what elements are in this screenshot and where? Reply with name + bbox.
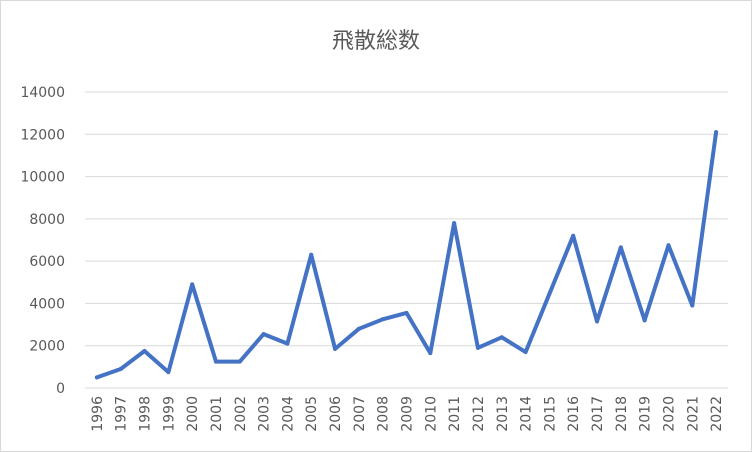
x-tick-label: 2016 xyxy=(566,396,582,432)
y-tick-label: 2000 xyxy=(29,339,65,355)
x-tick-label: 2008 xyxy=(376,396,392,432)
data-point xyxy=(595,319,600,324)
x-tick-label: 2007 xyxy=(352,396,368,432)
data-point xyxy=(523,350,528,355)
series-layer xyxy=(94,130,719,380)
x-tick-label: 2011 xyxy=(447,396,463,432)
y-tick-label: 6000 xyxy=(29,254,65,270)
data-point xyxy=(452,221,457,226)
data-point xyxy=(547,291,552,296)
x-tick-label: 2019 xyxy=(638,396,654,432)
x-tick-label: 2020 xyxy=(661,396,677,432)
data-point xyxy=(404,310,409,315)
x-tick-label: 2018 xyxy=(614,396,630,432)
x-tick-label: 2017 xyxy=(590,396,606,432)
data-point xyxy=(642,318,647,323)
x-tick-label: 2004 xyxy=(280,396,296,432)
data-point xyxy=(356,326,361,331)
y-tick-label: 0 xyxy=(56,381,65,397)
series-line xyxy=(94,130,719,380)
x-tick-label: 2000 xyxy=(185,396,201,432)
x-tick-label: 2015 xyxy=(542,396,558,432)
x-tick-label: 2022 xyxy=(709,396,725,432)
data-point xyxy=(118,366,123,371)
gridlines xyxy=(85,91,728,389)
data-point xyxy=(285,341,290,346)
x-tick-label: 2005 xyxy=(304,396,320,432)
y-tick-label: 4000 xyxy=(29,296,65,312)
x-tick-label: 1996 xyxy=(90,396,106,432)
x-tick-label: 1998 xyxy=(138,396,154,432)
data-point xyxy=(666,243,671,248)
x-tick-label: 2002 xyxy=(233,396,249,432)
x-tick-label: 2010 xyxy=(423,396,439,432)
data-point xyxy=(166,370,171,375)
data-point xyxy=(428,351,433,356)
data-point xyxy=(237,359,242,364)
y-tick-label: 10000 xyxy=(20,170,65,186)
chart-title: 飛散総数 xyxy=(331,29,420,54)
y-tick-label: 8000 xyxy=(29,212,65,228)
data-point xyxy=(571,233,576,238)
data-point xyxy=(499,335,504,340)
x-tick-label: 2003 xyxy=(257,396,273,432)
data-point xyxy=(380,317,385,322)
data-point xyxy=(261,332,266,337)
data-point xyxy=(309,252,314,257)
data-point xyxy=(190,282,195,287)
x-tick-label: 2014 xyxy=(519,396,535,432)
x-tick-label: 2021 xyxy=(685,396,701,432)
x-tick-label: 2001 xyxy=(209,396,225,432)
y-tick-label: 14000 xyxy=(20,85,65,101)
x-tick-label: 1999 xyxy=(161,396,177,432)
data-point xyxy=(333,346,338,351)
data-point xyxy=(690,303,695,308)
data-point xyxy=(213,359,218,364)
data-point xyxy=(142,349,147,353)
x-tick-label: 2006 xyxy=(328,396,344,432)
data-point xyxy=(714,130,719,135)
y-axis-tick-labels: 0 2000 4000 6000 8000 10000 12000 14000 xyxy=(20,85,65,397)
data-point xyxy=(618,245,623,250)
data-point xyxy=(94,375,99,380)
y-tick-label: 12000 xyxy=(20,127,65,143)
x-tick-label: 2012 xyxy=(471,396,487,432)
data-point xyxy=(475,345,480,350)
x-tick-label: 2009 xyxy=(400,396,416,432)
x-tick-label: 1997 xyxy=(114,396,130,432)
x-axis-tick-labels: 1996 1997 1998 1999 2000 2001 2002 2003 2004 2005… xyxy=(90,396,725,432)
x-tick-label: 2013 xyxy=(495,396,511,432)
